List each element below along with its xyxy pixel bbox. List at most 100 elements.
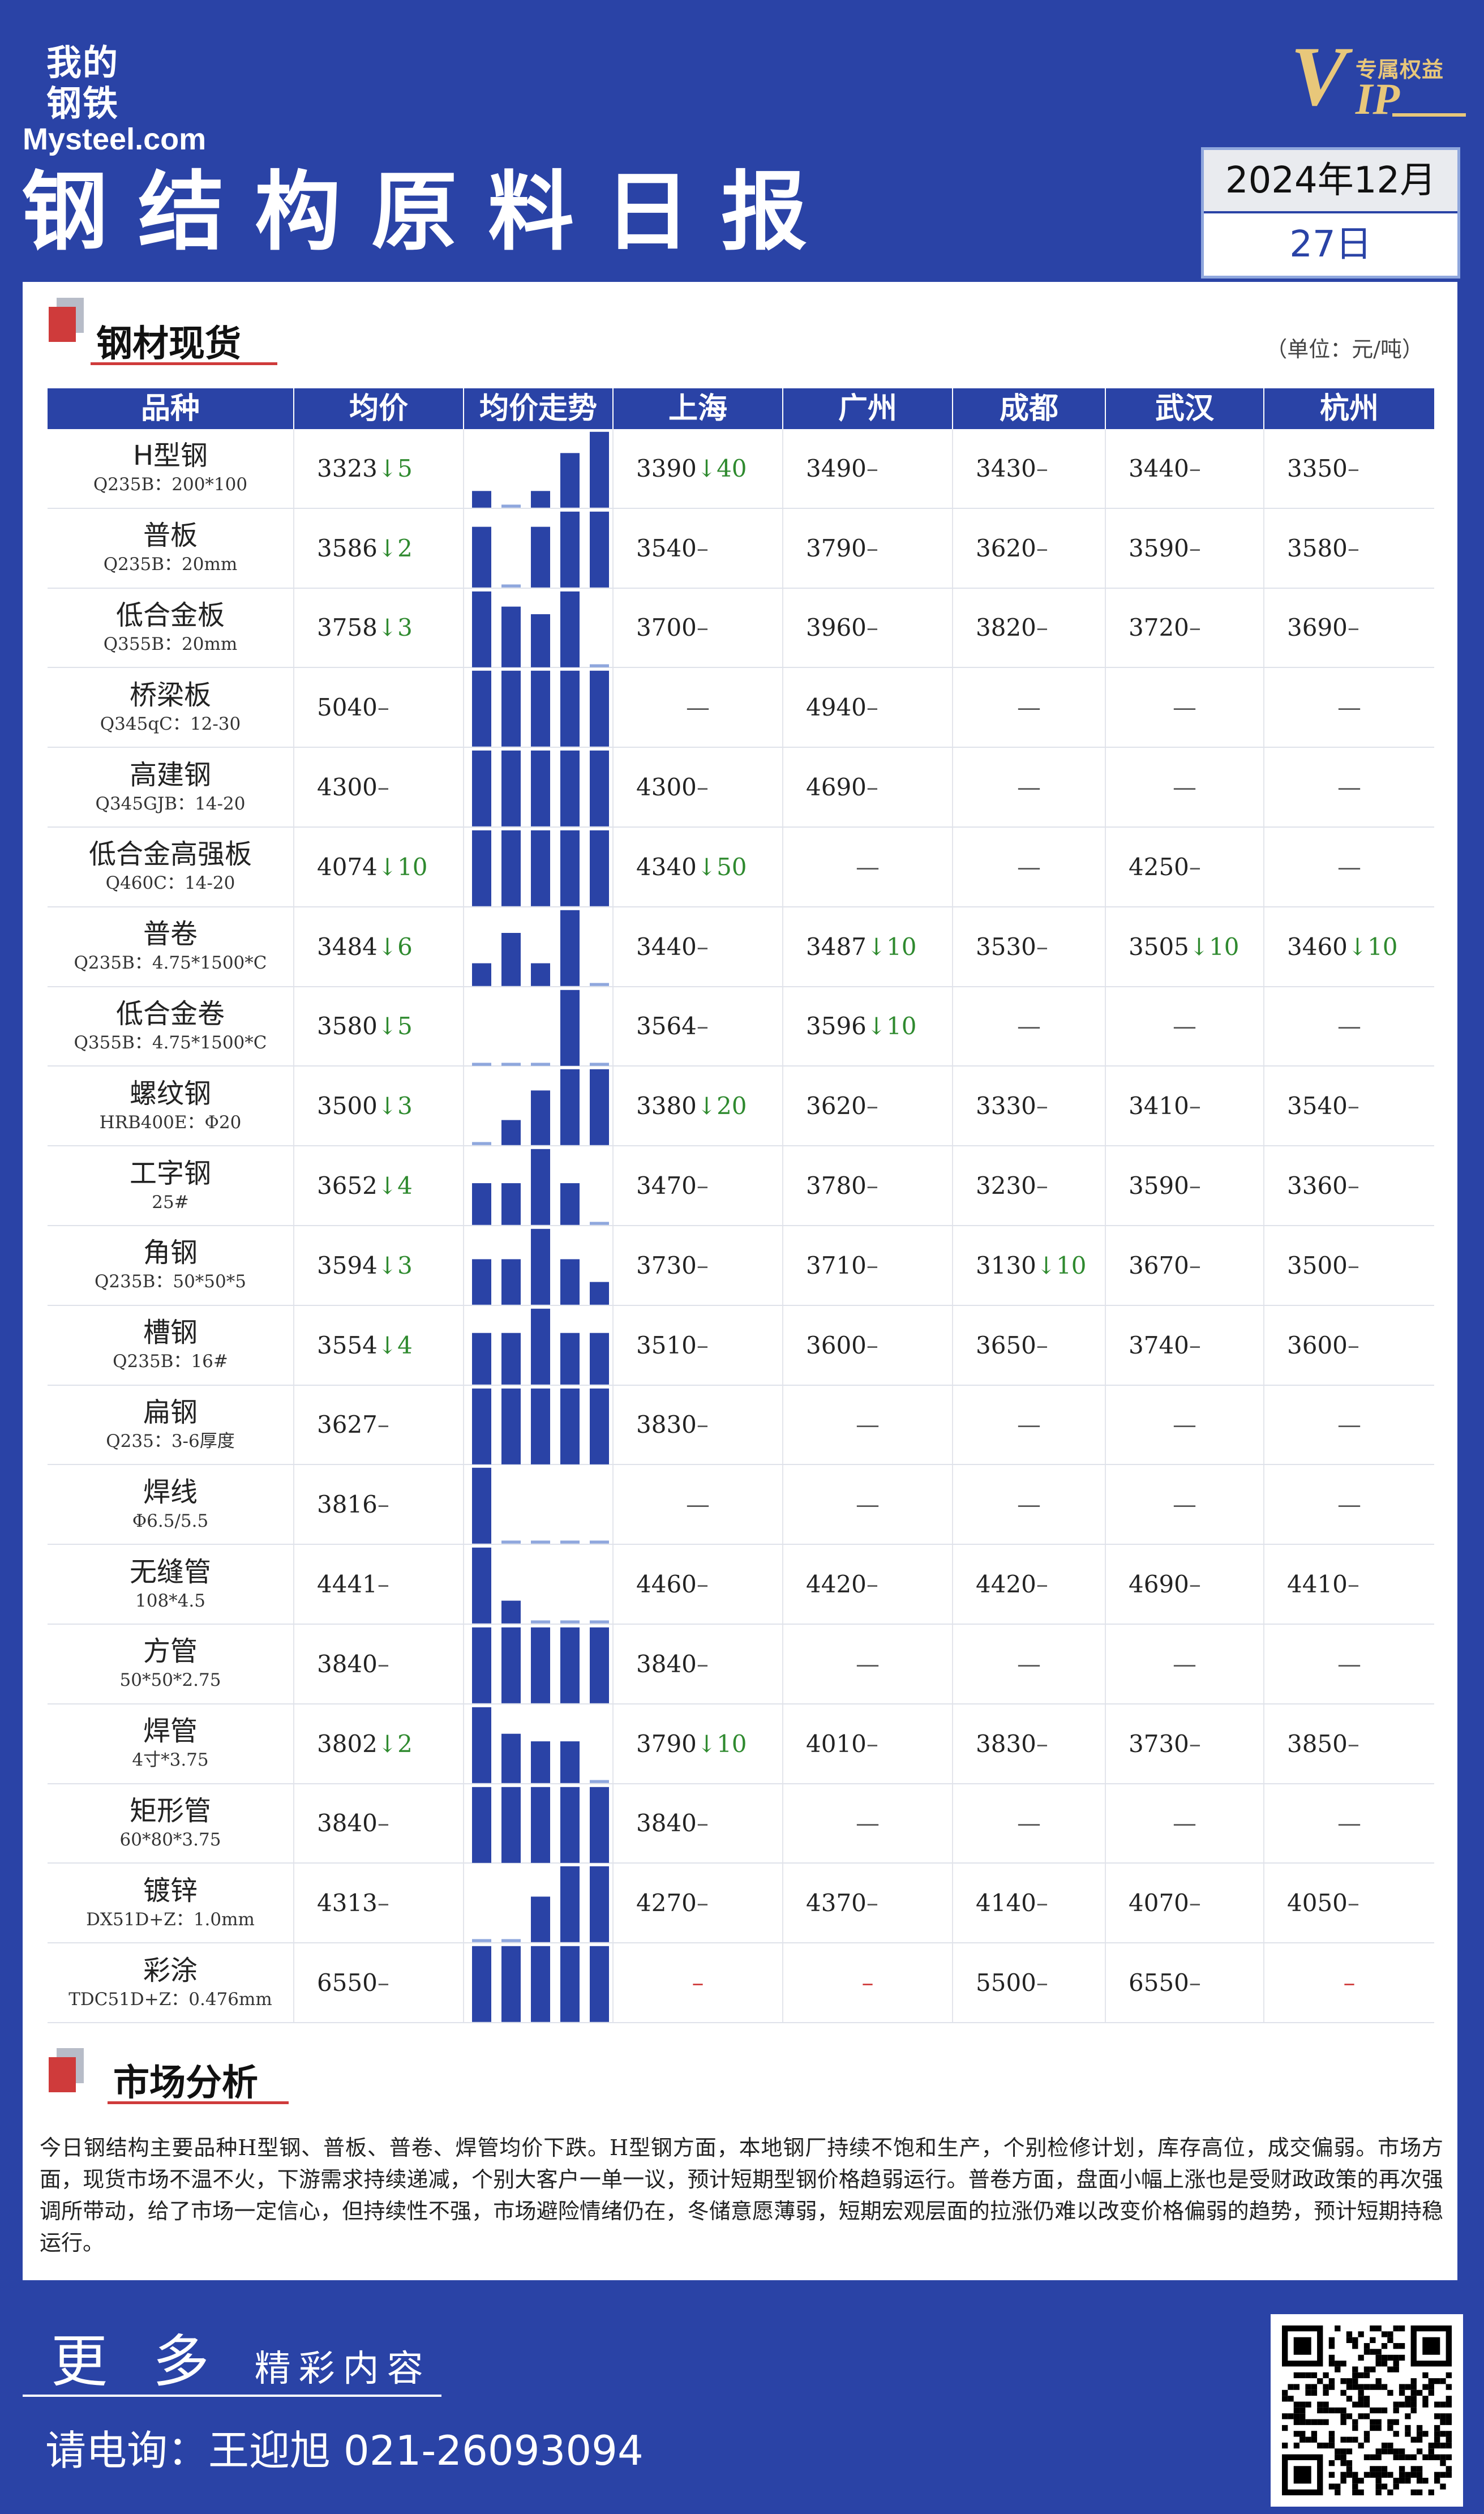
price-value: 4140 [976,1889,1036,1917]
flat-indicator: – [1036,1889,1048,1917]
price-value: 3490 [806,454,867,482]
price-value: 3540 [636,534,697,562]
price-cell: 3564– [614,987,783,1066]
avg-price: 3500 [317,1092,378,1120]
trend-bar [590,1388,609,1464]
table-row: 扁钢 Q235：3-6厚度 3627–3830– — — — — [48,1385,1434,1466]
price-value: — [1017,1012,1041,1040]
trend-bar [560,671,580,747]
avg-trend-cell [464,1864,614,1943]
price-value: 3790 [806,534,867,562]
avg-price-change: ↓2 [377,534,413,562]
trend-bar [590,671,609,747]
price-cell: — [783,827,953,906]
flat-indicator: – [1189,1729,1201,1758]
trend-bar [531,526,550,588]
flat-indicator: – [866,1729,878,1758]
table-row: 彩涂 TDC51D+Z：0.476mm 6550– – –5500–6550– – [48,1943,1434,2023]
vip-underline [1392,113,1466,117]
product-cell: 扁钢 Q235：3-6厚度 [48,1385,294,1464]
price-value: 3830 [636,1411,697,1439]
column-header: 武汉 [1106,388,1264,429]
price-cell: 3960– [783,588,953,667]
product-spec: Q235B：20mm [103,554,238,575]
table-row: 低合金卷 Q355B：4.75*1500*C 3580 ↓5 3564–3596 ↓10—… [48,987,1434,1067]
flat-indicator: – [866,454,878,482]
avg-price: 3594 [317,1251,378,1279]
flat-indicator: – [377,1650,389,1678]
price-value: 3670 [1129,1251,1189,1279]
price-cell: 3840– [614,1624,783,1703]
price-cell: 4250– [1106,827,1264,906]
price-value: 3850 [1287,1729,1348,1758]
trend-sparkbar [472,1149,609,1225]
trend-bar [472,830,491,906]
price-cell: 4270– [614,1864,783,1943]
column-header: 品种 [48,388,294,429]
price-value: 3440 [1129,454,1189,482]
price-cell: 3690– [1264,589,1434,667]
trend-bar [501,1540,521,1544]
trend-bar [590,983,609,986]
table-row: 低合金高强板 Q460C：14-20 4074 ↓10 4340 ↓50— —4250– — [48,827,1434,907]
price-cell: 3410– [1106,1067,1264,1146]
flat-indicator: – [1189,853,1201,881]
price-change: ↓10 [1189,932,1239,961]
price-value: — [686,693,710,722]
price-value: 4420 [806,1570,867,1599]
avg-price: 3323 [317,454,378,482]
product-name: 镀锌 [143,1874,198,1907]
table-row: 无缝管 108*4.5 4441–4460–4420–4420–4690–4410– [48,1545,1434,1625]
avg-trend-cell [464,1465,614,1544]
price-cell: — [1106,987,1264,1066]
qr-code-icon[interactable] [1271,2314,1463,2507]
vip-letters-ip: IP [1356,74,1400,123]
trend-bar [531,491,550,508]
price-value: 3840 [636,1650,697,1678]
price-cell: 4070– [1106,1864,1264,1943]
price-cell: – [614,1943,783,2022]
trend-bar [472,1946,491,2022]
price-value: 3600 [806,1331,867,1359]
trend-bar [501,1627,521,1703]
price-cell: 4140– [953,1864,1106,1943]
trend-bar [531,1063,550,1066]
price-value: 4460 [636,1570,697,1599]
flat-indicator: – [1189,614,1201,642]
price-cell: 3670– [1106,1226,1264,1305]
product-spec: 4寸*3.75 [132,1750,209,1771]
avg-price: 3652 [317,1172,378,1200]
trend-bar [560,990,580,1066]
flat-indicator: – [866,1092,878,1120]
price-value: 3440 [636,932,697,961]
trend-bar [560,453,580,508]
flat-indicator: – [696,1331,709,1359]
trend-sparkbar [472,1388,609,1464]
price-value: — [1337,1411,1361,1439]
flat-indicator: – [1189,1570,1201,1599]
product-cell: 焊线 Φ6.5/5.5 [48,1465,294,1544]
price-value: 3730 [636,1251,697,1279]
trend-bar [560,1627,580,1703]
trend-bar [531,1620,550,1624]
price-value: — [1337,1809,1361,1838]
flat-indicator: – [696,1809,709,1838]
price-cell: 3790 ↓10 [614,1704,783,1783]
flat-indicator: – [1189,1331,1201,1359]
flat-indicator: – [377,1889,389,1917]
product-name: 工字钢 [129,1157,211,1189]
trend-bar [590,830,609,906]
avg-price-change: ↓5 [377,1012,413,1040]
price-value: — [686,1491,710,1519]
product-spec: 108*4.5 [135,1590,205,1611]
table-row: 镀锌 DX51D+Z：1.0mm 4313–4270–4370–4140–4070–… [48,1864,1434,1944]
mysteel-logo: 我的 钢铁 Mysteel.com [23,42,206,157]
vip-tag: 专属权益 [1356,57,1444,82]
avg-trend-cell [464,907,614,986]
price-cell: – [1264,1943,1434,2022]
price-cell: 3600– [1264,1306,1434,1385]
flat-indicator: – [377,1809,389,1838]
contact-phone: 请电询：王迎旭 021-26093094 [45,2427,644,2474]
section-underline [108,2101,289,2104]
flat-indicator: – [696,1251,709,1279]
